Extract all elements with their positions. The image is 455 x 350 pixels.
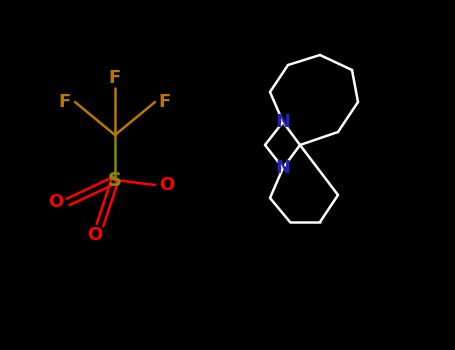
Text: F: F [59, 93, 71, 111]
Text: O: O [48, 193, 64, 211]
Text: N: N [275, 113, 290, 131]
Text: S: S [108, 170, 122, 189]
Text: F: F [159, 93, 171, 111]
Text: O: O [159, 176, 175, 194]
Text: O: O [87, 226, 103, 244]
Text: N: N [275, 159, 290, 177]
Text: F: F [109, 69, 121, 87]
